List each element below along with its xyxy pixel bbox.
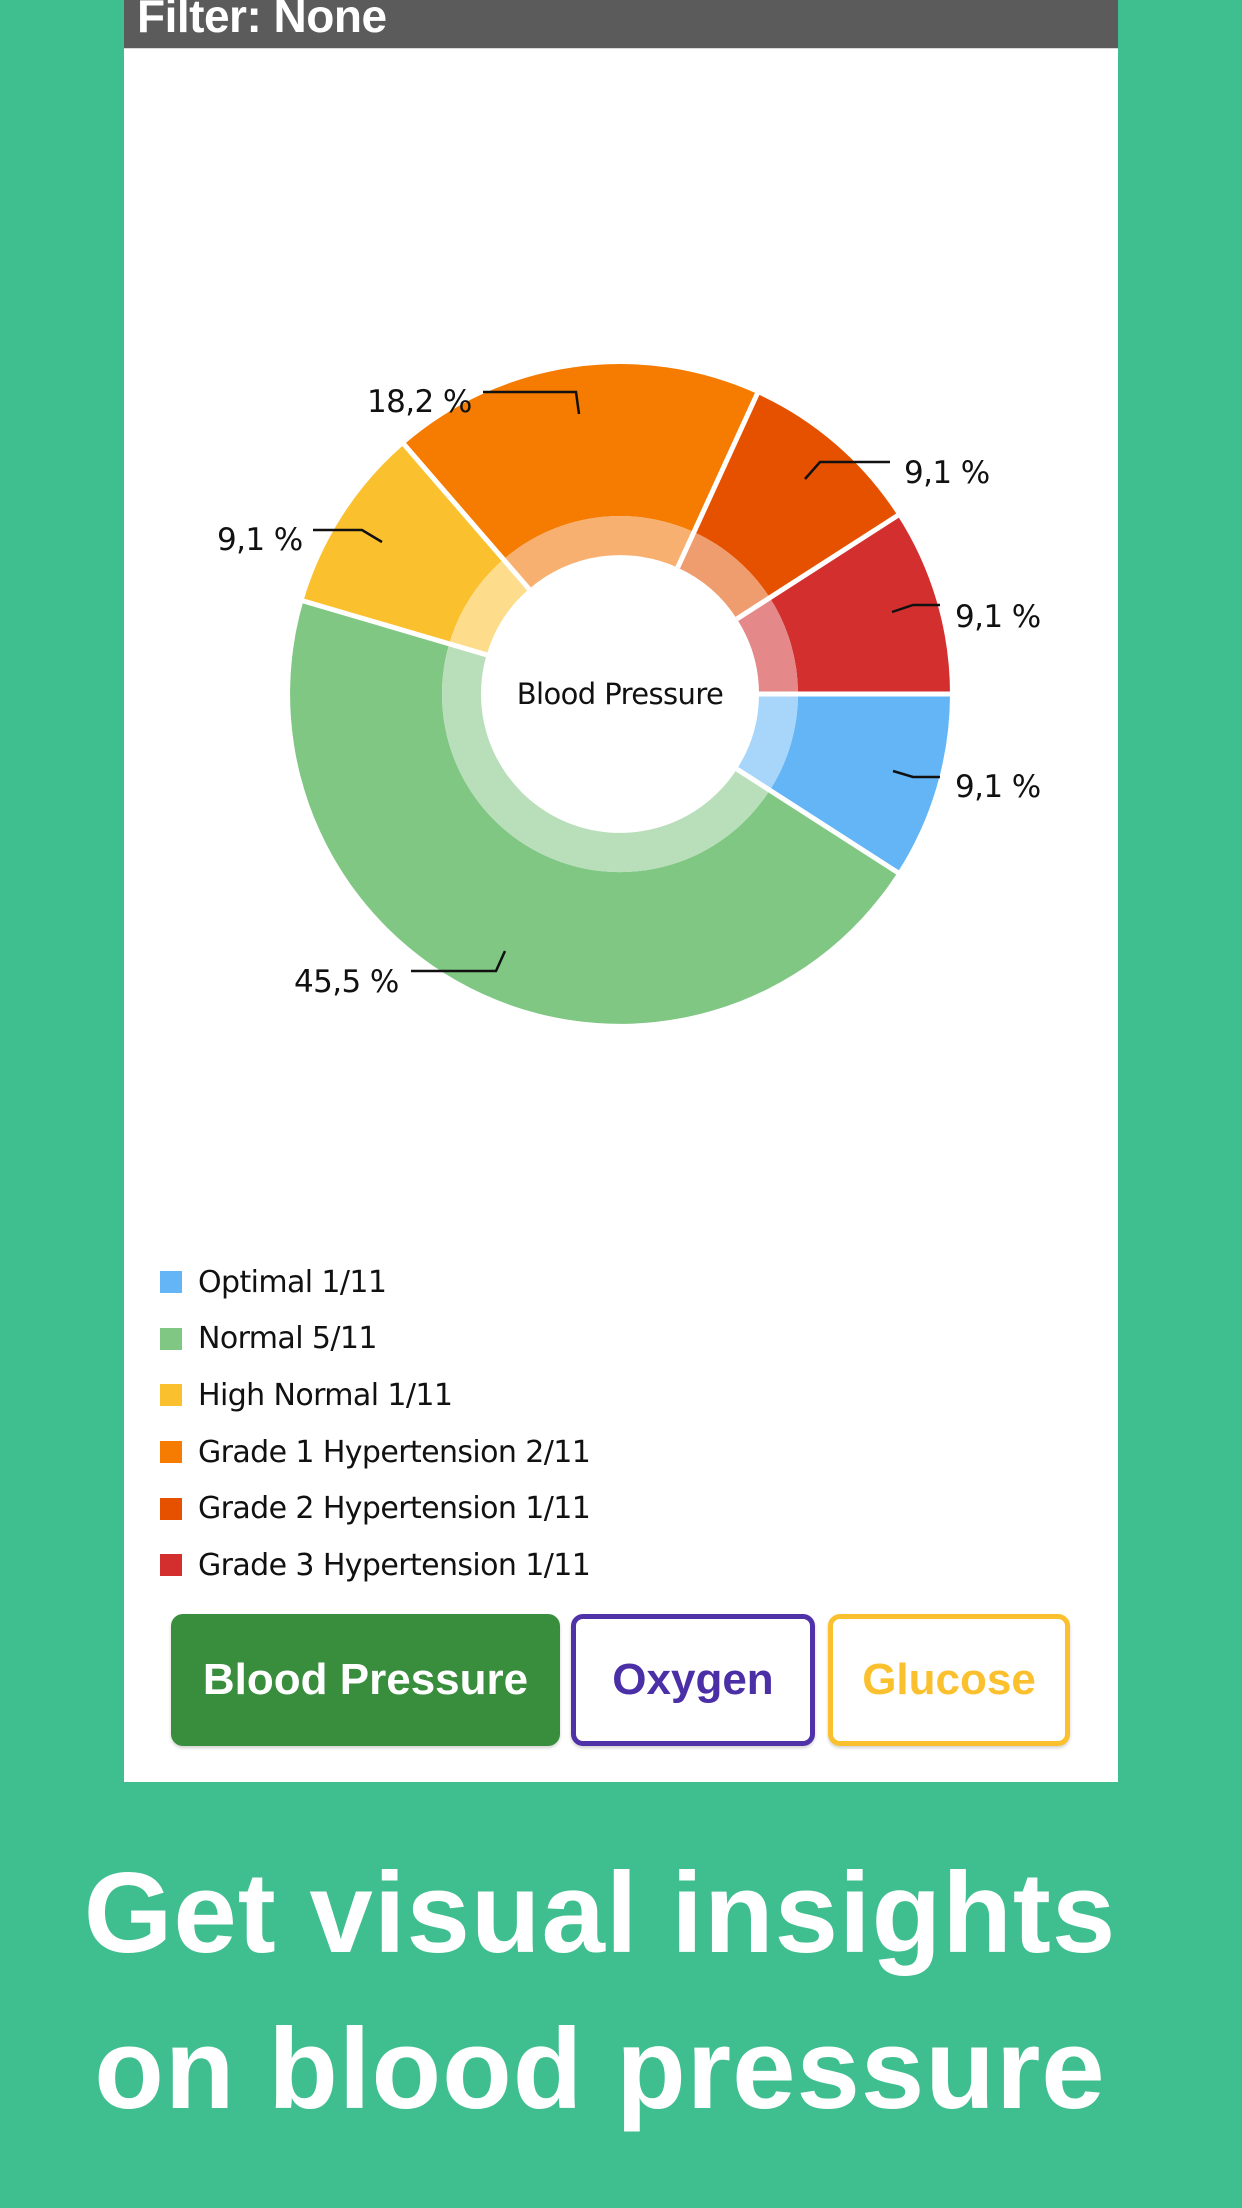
- legend-label: Grade 3 Hypertension 1/11: [198, 1547, 591, 1583]
- slice-high-normal[interactable]: [303, 444, 504, 644]
- pct-label-grade3: 9,1 %: [955, 599, 1041, 635]
- inner-ring-optimal: [736, 694, 798, 791]
- slice-normal[interactable]: [290, 601, 898, 1024]
- filter-status: Filter: None: [137, 0, 387, 42]
- slice-grade1[interactable]: [403, 363, 758, 560]
- inner-ring-grade2: [677, 532, 770, 619]
- chart-legend: Optimal 1/11 Normal 5/11 High Normal 1/1…: [160, 1254, 591, 1594]
- promo-headline: Get visual insights on blood pressure: [0, 1836, 1200, 2148]
- legend-swatch-icon: [160, 1554, 182, 1577]
- pct-label-normal: 45,5 %: [294, 964, 399, 1000]
- legend-label: High Normal 1/11: [198, 1377, 453, 1413]
- pct-label-optimal: 9,1 %: [955, 769, 1041, 805]
- app-panel: Filter: None Blood Pressure: [124, 0, 1118, 1782]
- legend-swatch-icon: [160, 1327, 182, 1350]
- inner-ring-grade1: [503, 516, 694, 589]
- inner-ring-grade3: [736, 597, 798, 694]
- donut-center-label: Blood Pressure: [517, 677, 724, 711]
- blood-pressure-button[interactable]: Blood Pressure: [171, 1614, 560, 1746]
- donut-chart: Blood Pressure 9,1 % 45,5 % 9,1 % 18,2 %…: [217, 363, 1041, 1024]
- slice-grade3[interactable]: [769, 515, 950, 694]
- inner-ring-high-normal: [449, 559, 529, 655]
- headline-line-1: Get visual insights: [83, 1850, 1117, 1977]
- pct-label-high-normal: 9,1 %: [217, 522, 303, 558]
- legend-item-grade2[interactable]: Grade 2 Hypertension 1/11: [160, 1480, 591, 1537]
- headline-line-2: on blood pressure: [94, 2006, 1106, 2133]
- legend-swatch-icon: [160, 1441, 182, 1464]
- legend-item-grade1[interactable]: Grade 1 Hypertension 2/11: [160, 1424, 591, 1481]
- pct-label-grade2: 9,1 %: [904, 455, 990, 491]
- legend-swatch-icon: [160, 1384, 182, 1407]
- slice-optimal[interactable]: [769, 694, 950, 873]
- slice-separators: [299, 389, 953, 877]
- legend-item-optimal[interactable]: Optimal 1/11: [160, 1254, 590, 1311]
- legend-label: Normal 5/11: [198, 1321, 377, 1357]
- legend-swatch-icon: [160, 1271, 182, 1294]
- legend-item-high-normal[interactable]: High Normal 1/11: [160, 1367, 590, 1424]
- legend-label: Grade 1 Hypertension 2/11: [198, 1434, 591, 1470]
- filter-bar: Filter: None: [124, 0, 1118, 49]
- legend-item-normal[interactable]: Normal 5/11: [160, 1311, 590, 1368]
- inner-ring-normal: [441, 643, 770, 873]
- glucose-button[interactable]: Glucose: [828, 1614, 1070, 1746]
- leader-lines: [313, 390, 940, 973]
- legend-label: Optimal 1/11: [198, 1264, 387, 1300]
- legend-label: Grade 2 Hypertension 1/11: [198, 1491, 591, 1527]
- legend-swatch-icon: [160, 1497, 182, 1520]
- legend-item-grade3[interactable]: Grade 3 Hypertension 1/11: [160, 1537, 591, 1594]
- pct-label-grade1: 18,2 %: [367, 384, 472, 420]
- oxygen-button[interactable]: Oxygen: [571, 1614, 815, 1746]
